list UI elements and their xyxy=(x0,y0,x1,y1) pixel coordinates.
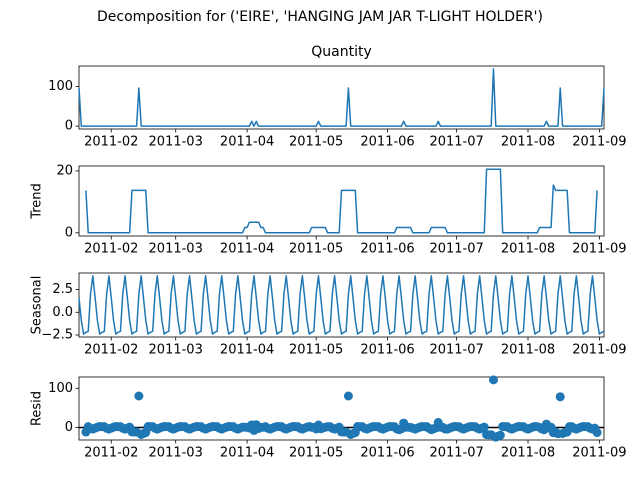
x-tick-label: 2011-03 xyxy=(149,343,203,358)
resid-point xyxy=(134,391,144,401)
resid-point xyxy=(495,430,505,440)
x-tick-label: 2011-06 xyxy=(360,242,414,257)
y-axis-label: Resid xyxy=(30,391,45,426)
axes-frame xyxy=(78,65,605,130)
series-line xyxy=(85,168,598,234)
x-tick-label: 2011-04 xyxy=(220,135,274,150)
x-tick-label: 2011-09 xyxy=(572,446,626,461)
x-tick-label: 2011-07 xyxy=(429,343,483,358)
x-tick-label: 2011-05 xyxy=(289,446,343,461)
y-axis-label: Seasonal xyxy=(30,276,45,335)
x-tick-label: 2011-03 xyxy=(149,242,203,257)
x-tick-label: 2011-05 xyxy=(289,135,343,150)
figure-title: Decomposition for ('EIRE', 'HANGING JAM … xyxy=(97,9,543,25)
axes-frame xyxy=(78,376,605,441)
x-tick-label: 2011-02 xyxy=(84,446,138,461)
x-tick-label: 2011-08 xyxy=(501,343,555,358)
x-tick-label: 2011-06 xyxy=(360,446,414,461)
x-tick-label: 2011-08 xyxy=(501,135,555,150)
resid-point xyxy=(555,392,565,402)
x-tick-label: 2011-06 xyxy=(360,135,414,150)
y-tick-label: 100 xyxy=(48,79,73,94)
x-tick-label: 2011-04 xyxy=(220,343,274,358)
x-tick-label: 2011-08 xyxy=(501,242,555,257)
resid-point xyxy=(592,428,602,438)
y-tick-label: 0 xyxy=(65,119,73,134)
series-line xyxy=(78,275,605,335)
y-tick-label: 100 xyxy=(48,381,73,396)
x-tick-label: 2011-04 xyxy=(220,446,274,461)
panel-title: Quantity xyxy=(311,44,372,60)
x-tick-label: 2011-02 xyxy=(84,135,138,150)
x-tick-label: 2011-07 xyxy=(429,242,483,257)
axes-frame xyxy=(78,165,605,237)
x-tick-label: 2011-03 xyxy=(149,135,203,150)
series-line xyxy=(78,68,605,127)
y-tick-label: 0 xyxy=(65,225,73,240)
x-tick-label: 2011-06 xyxy=(360,343,414,358)
x-tick-label: 2011-08 xyxy=(501,446,555,461)
y-tick-label: −2.5 xyxy=(41,328,73,343)
y-tick-label: 0 xyxy=(65,420,73,435)
x-tick-label: 2011-02 xyxy=(84,242,138,257)
y-tick-label: 20 xyxy=(56,163,73,178)
x-tick-label: 2011-02 xyxy=(84,343,138,358)
x-tick-label: 2011-09 xyxy=(572,135,626,150)
x-tick-label: 2011-07 xyxy=(429,135,483,150)
x-tick-label: 2011-03 xyxy=(149,446,203,461)
y-tick-label: 0.0 xyxy=(52,305,73,320)
x-tick-label: 2011-04 xyxy=(220,242,274,257)
resid-point xyxy=(343,391,353,401)
y-tick-label: 2.5 xyxy=(52,282,73,297)
x-tick-label: 2011-05 xyxy=(289,343,343,358)
y-axis-label: Trend xyxy=(30,183,45,220)
x-tick-label: 2011-05 xyxy=(289,242,343,257)
resid-point xyxy=(488,375,498,385)
x-tick-label: 2011-09 xyxy=(572,242,626,257)
x-tick-label: 2011-07 xyxy=(429,446,483,461)
resid-point xyxy=(479,422,489,432)
x-tick-label: 2011-09 xyxy=(572,343,626,358)
